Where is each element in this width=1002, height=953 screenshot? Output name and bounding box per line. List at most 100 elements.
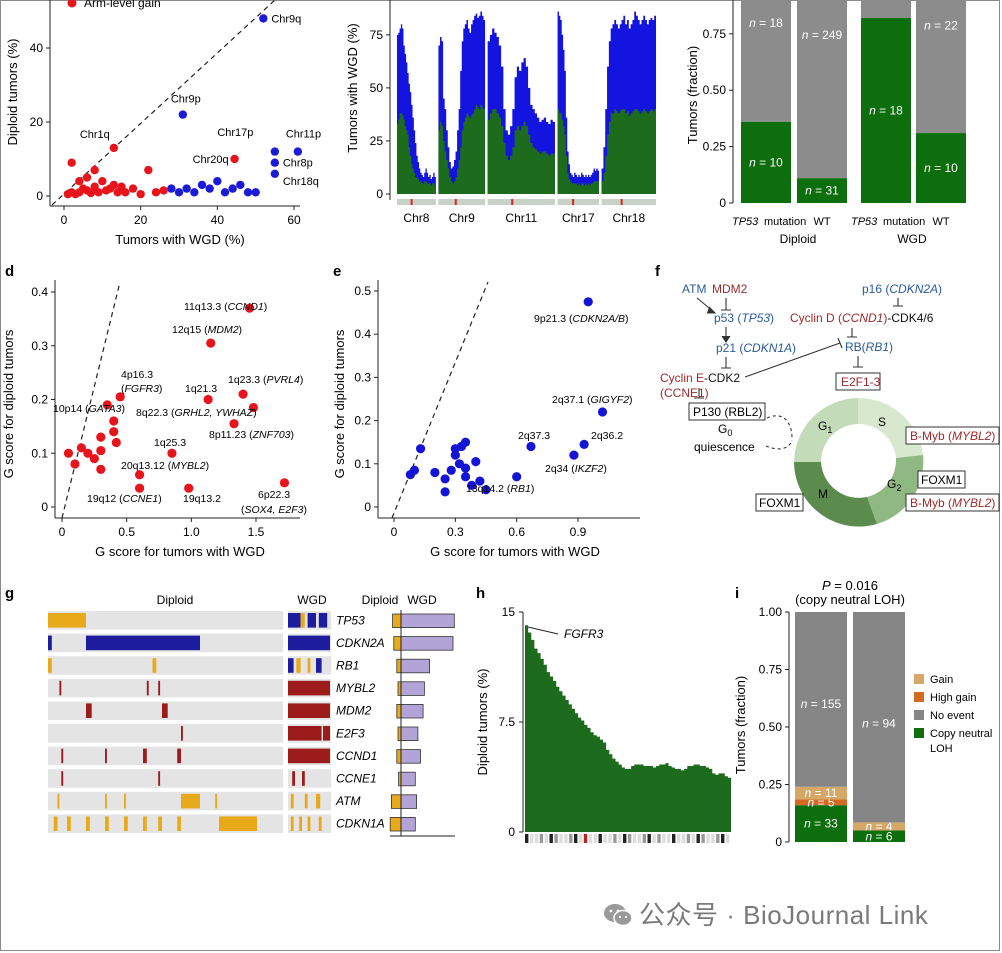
panel-a: 0 20 40 60 0 20 40 Chr9q Chr9p Chr1q Chr17p Chr11p… — [5, 0, 321, 247]
b-ticks: 0 25 50 75 — [370, 28, 390, 201]
c-bar-none-label: n = 18 — [749, 16, 783, 30]
d-point — [135, 483, 145, 493]
f-cyclin-d: Cyclin D (CCND1)-CDK4/6 — [790, 311, 934, 325]
h-band — [593, 834, 597, 843]
b-chromosome-bars — [397, 199, 656, 205]
h-band — [525, 834, 529, 843]
a-gain-point — [151, 188, 161, 197]
d-label-6p22: 6p22.3 — [258, 489, 290, 501]
a-gain-point — [94, 188, 103, 197]
a-gain-point — [128, 184, 138, 193]
e-point-labels: 9p21.3 (CDKN2A/B) 2q37.1 (GIGYF2) 2q37.3… — [466, 313, 633, 495]
g-diploid-mark — [152, 658, 157, 673]
h-band — [711, 834, 715, 843]
h-band — [578, 834, 583, 843]
d-point — [203, 394, 213, 405]
d-point — [111, 437, 121, 448]
c-bar-none — [916, 0, 966, 134]
i-legend: Gain High gain No event Copy neutral LOH — [914, 674, 992, 755]
g-bar-wgd — [400, 817, 416, 832]
i-bar-label: n = 155 — [801, 697, 842, 711]
a-loss-point — [270, 169, 280, 178]
g-wgd-mark — [300, 613, 305, 628]
i-bar-label: n = 11 — [805, 786, 838, 800]
a-point-label: Chr1q — [80, 129, 110, 141]
c-bars: n = 10 n = 18 n = 31 n = 249 n = 18 n = 10 n =… — [741, 0, 966, 203]
g-diploid-mark — [86, 703, 92, 718]
c-bar-event-label: n = 10 — [924, 161, 958, 175]
a-gain-point — [109, 180, 119, 190]
h-band — [721, 834, 725, 843]
h-band — [588, 834, 593, 843]
d-label-1q21: 1q21.3 — [185, 383, 217, 395]
h-band — [623, 834, 627, 843]
a-point-label: Chr9p — [171, 94, 201, 106]
f-dash-arrow-2 — [765, 439, 793, 450]
e-label-gigyf2: 2q37.1 (GIGYF2) — [552, 394, 633, 406]
h-band — [672, 834, 676, 843]
d-point — [167, 448, 177, 458]
a-y-tick-label: 20 — [30, 115, 44, 129]
d-point — [70, 459, 80, 469]
d-point — [184, 483, 194, 493]
b-areas — [397, 11, 656, 194]
e-label-ikzf2: 2q34 (IKZF2) — [545, 463, 607, 475]
h-band — [706, 834, 710, 843]
f-pathway-text: ATM MDM2 p53 (TP53) p21 (CDKN1A) p16 (CD… — [660, 282, 942, 454]
e-ticks: 0 0.3 0.6 0.9 0 0.1 0.2 0.3 0.4 0.5 — [354, 284, 586, 539]
h-band — [691, 834, 695, 843]
e-y-label: G score for diploid tumors — [332, 329, 347, 478]
c-ticks: 0 0.25 0.50 0.75 — [703, 27, 733, 210]
h-band — [574, 834, 578, 843]
e-x-tick-label: 0.3 — [447, 525, 464, 539]
i-legend-swatch — [914, 692, 924, 702]
b-centromere — [410, 199, 413, 205]
h-area — [525, 625, 731, 832]
d-points — [63, 303, 290, 493]
e-y-tick-label: 0 — [364, 500, 371, 514]
a-y-label: Diploid tumors (%) — [5, 39, 20, 146]
c-bar-event — [916, 133, 966, 203]
d-label-grhl2: 8q22.3 (GRHL2, YWHAZ) — [136, 407, 257, 419]
g-diploid-track — [48, 656, 283, 675]
c-group-diploid: Diploid — [780, 232, 817, 246]
g-wgd-track — [288, 769, 331, 788]
g-bar-wgd — [400, 726, 419, 742]
g-bar-diploid — [396, 749, 402, 764]
e-point — [471, 457, 481, 467]
panel-h: h 0 7.5 15 FGFR3 Diploid tumors (%) — [475, 585, 731, 843]
g-wgd-mark — [292, 771, 295, 786]
f-phase-m: M — [818, 487, 828, 501]
a-gain-point — [90, 165, 99, 175]
a-ticks: 0 20 40 60 0 20 40 — [30, 41, 301, 227]
f-dash-arrow-1 — [766, 415, 793, 439]
d-label-sox4: (SOX4, E2F3) — [241, 504, 307, 516]
e-diagonal — [391, 281, 489, 519]
g-wgd-mark — [290, 816, 294, 831]
d-label-pvrl4: 1q23.3 (PVRL4) — [228, 374, 303, 386]
d-label-ccnd1: 11q13.3 (CCND1) — [184, 301, 267, 313]
d-y-label: G score for diploid tumors — [1, 329, 16, 478]
g-rows: TP53 CDKN2A RB1 MYBL2 MDM2 E2F3 CCND1 CCNE1 ATM C… — [48, 610, 455, 837]
f-inhibit-p21 — [721, 357, 731, 369]
c-xlabel-mutation-1: mutation — [764, 216, 806, 228]
b-area-green — [397, 113, 436, 194]
a-gain-point — [121, 188, 130, 197]
d-point — [102, 400, 112, 410]
f-cyclin-e: Cyclin E-CDK2 — [660, 371, 740, 385]
h-band — [647, 834, 651, 843]
h-band — [583, 834, 588, 843]
h-band — [559, 834, 563, 843]
b-x-label: Chr11 — [505, 211, 537, 225]
g-wgd-mark — [307, 658, 311, 673]
d-label-znf703: 8p11.23 (ZNF703) — [209, 429, 294, 441]
a-point-label: Chr18q — [283, 176, 319, 188]
h-band — [627, 834, 632, 843]
e-x-label: G score for tumors with WGD — [430, 544, 600, 559]
g-bar-diploid — [393, 636, 402, 651]
g-bar-wgd — [400, 771, 416, 787]
e-y-tick-label: 0.2 — [354, 414, 371, 428]
a-gain-point — [75, 177, 84, 186]
c-bar-none-label: n = 22 — [924, 18, 958, 32]
b-x-label: Chr17 — [562, 211, 595, 225]
